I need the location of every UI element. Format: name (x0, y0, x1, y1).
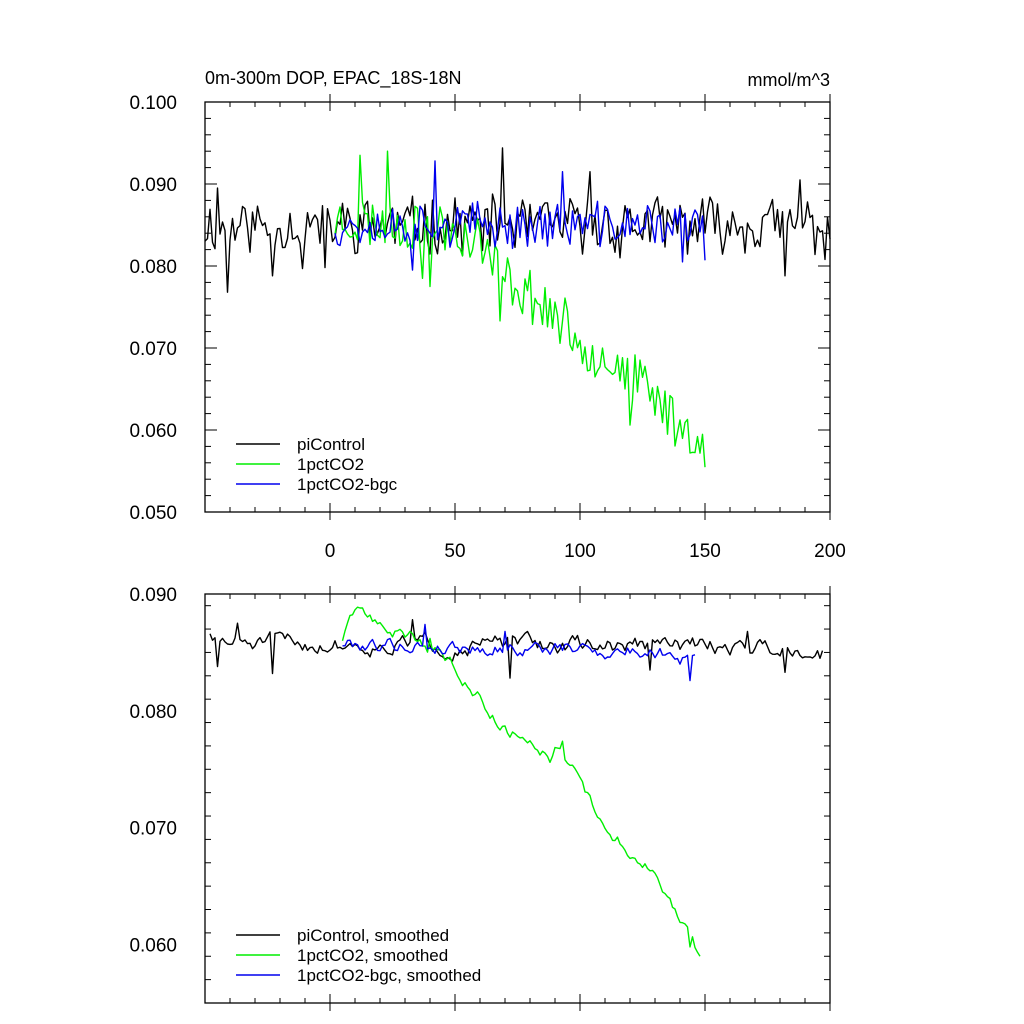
y-tick-label: 0.090 (129, 585, 177, 606)
y-tick-label: 0.070 (129, 819, 177, 840)
legend-label: piControl, smoothed (297, 926, 449, 945)
plot-frame-bottom (204, 593, 831, 1004)
x-axis-labels-top: 0 50 100 150 200 (325, 541, 846, 562)
y-tick-label: 0.080 (129, 702, 177, 723)
x-tick-label: 100 (564, 541, 596, 562)
y-tick-label: 0.070 (129, 339, 177, 360)
chart-panel-bottom: 0.060 0.070 0.080 0.090 piControl, smoothed… (129, 585, 831, 1011)
axis-ticks-top (205, 94, 831, 520)
legend-label: 1pctCO2, smoothed (297, 946, 448, 965)
y-tick-label: 0.080 (129, 257, 177, 278)
legend-label: 1pctCO2-bgc (297, 475, 398, 494)
x-tick-label: 200 (814, 541, 846, 562)
y-tick-label: 0.100 (129, 93, 177, 114)
y-tick-label: 0.050 (129, 503, 177, 524)
series-line-1pctco2 (334, 150, 706, 468)
series-line-1pctco2-bgc (334, 160, 706, 271)
y-axis-labels-top: 0.050 0.060 0.070 0.080 0.090 0.100 (129, 93, 177, 524)
x-tick-label: 50 (444, 541, 465, 562)
series-line-1pctco2-bgc-smoothed (342, 623, 696, 682)
units-label: mmol/m^3 (748, 70, 830, 90)
series-line-picontrol (204, 147, 831, 293)
series-line-picontrol-smoothed (209, 619, 824, 679)
legend-label: piControl (297, 435, 365, 454)
plot-frame-top (204, 101, 831, 513)
series-lines-bottom (209, 606, 824, 957)
y-tick-label: 0.060 (129, 421, 177, 442)
legend-label: 1pctCO2 (297, 455, 364, 474)
y-tick-label: 0.090 (129, 175, 177, 196)
chart-panel-top: 0.050 0.060 0.070 0.080 0.090 0.100 0 50 100 150… (129, 68, 845, 562)
axis-ticks-bottom (205, 586, 831, 1011)
y-axis-labels-bottom: 0.060 0.070 0.080 0.090 (129, 585, 177, 957)
legend-label: 1pctCO2-bgc, smoothed (297, 966, 481, 985)
series-lines-top (204, 147, 831, 468)
series-line-1pctco2-smoothed (341, 606, 701, 957)
chart-title: 0m-300m DOP, EPAC_18S-18N (205, 68, 461, 89)
y-tick-label: 0.060 (129, 936, 177, 957)
x-tick-label: 0 (325, 541, 336, 562)
x-tick-label: 150 (689, 541, 721, 562)
